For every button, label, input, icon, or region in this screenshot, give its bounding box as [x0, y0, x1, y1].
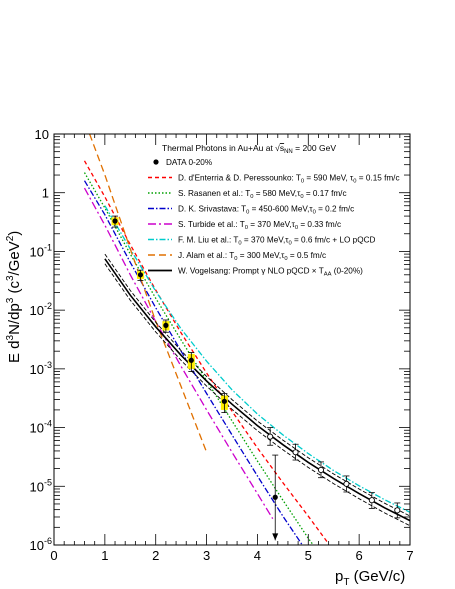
data-point-filled [163, 322, 169, 328]
y-tick-label: 10-6 [30, 536, 52, 553]
y-tick-label: 1 [42, 186, 49, 201]
x-tick-label: 3 [203, 548, 210, 563]
y-tick-label: 10-1 [30, 242, 52, 259]
data-point-open [394, 507, 401, 514]
data-point-open [368, 497, 375, 504]
y-tick-label: 10-4 [30, 419, 52, 436]
data-point-filled [112, 218, 118, 224]
curve-4 [104, 205, 410, 513]
data-points [111, 215, 401, 541]
curve-6 [104, 258, 410, 522]
theory-curves [83, 134, 410, 545]
x-tick-label: 2 [152, 548, 159, 563]
x-axis-label: pT (GeV/c) [335, 568, 405, 588]
legend-label: J. Alam et al.: T0 = 300 MeV,τ0 = 0.5 fm… [178, 251, 326, 262]
y-tick-label: 10-2 [30, 301, 52, 318]
curve-3 [83, 187, 274, 520]
y-axis-label: E d3N/dp3 (c3/GeV2) [5, 231, 23, 363]
axes: 0 1 2 3 4 5 6 7 10-6 10-5 10-4 10-3 10-2 10-1 1 10 [30, 127, 414, 563]
y-tick-label: 10-5 [30, 477, 52, 494]
data-point-filled [137, 272, 144, 278]
curve-5 [88, 134, 208, 453]
curve-2 [83, 180, 304, 545]
x-tick-label: 5 [305, 548, 312, 563]
x-tick-label: 0 [50, 548, 57, 563]
legend: DATA 0-20% D. d'Enterria & D. Peressounko… [148, 158, 400, 278]
y-tick-label: 10-3 [30, 360, 52, 377]
data-point-open [317, 466, 325, 473]
chart-title: Thermal Photons in Au+Au at √sNN = 200 G… [162, 143, 336, 155]
data-point-filled [221, 398, 227, 404]
legend-label: DATA 0-20% [166, 158, 212, 167]
legend-label: D. d'Enterria & D. Peressounko: T0 = 590… [178, 174, 400, 185]
upper-limit-arrow [272, 533, 279, 541]
curve-band-0 [104, 263, 410, 527]
x-tick-label: 4 [254, 548, 261, 563]
legend-marker [153, 159, 159, 165]
legend-label: S. Rasanen et al.: T0 = 580 MeV,τ0 = 0.1… [178, 189, 347, 200]
legend-label: D. K. Srivastava: T0 = 450-600 MeV,τ0 = … [178, 205, 354, 216]
legend-label: S. Turbide et al.: T0 = 370 MeV,τ0 = 0.3… [178, 220, 341, 231]
data-point-filled [188, 357, 194, 363]
x-tick-label: 1 [101, 548, 108, 563]
plot-frame [53, 133, 411, 546]
legend-label: W. Vogelsang: Prompt γ NLO pQCD × TAA (0… [178, 267, 363, 278]
curve-0 [83, 160, 330, 545]
data-point-open [267, 433, 274, 440]
legend-label: F. M. Liu et al.: T0 = 370 MeV,τ0 = 0.6 … [178, 236, 376, 247]
y-tick-label: 10 [35, 127, 49, 142]
x-tick-label: 7 [406, 548, 413, 563]
data-point-filled [272, 494, 278, 500]
data-point-open [292, 449, 299, 456]
x-tick-label: 6 [356, 548, 363, 563]
curve-band-1 [104, 253, 410, 517]
data-point-open [343, 480, 350, 487]
